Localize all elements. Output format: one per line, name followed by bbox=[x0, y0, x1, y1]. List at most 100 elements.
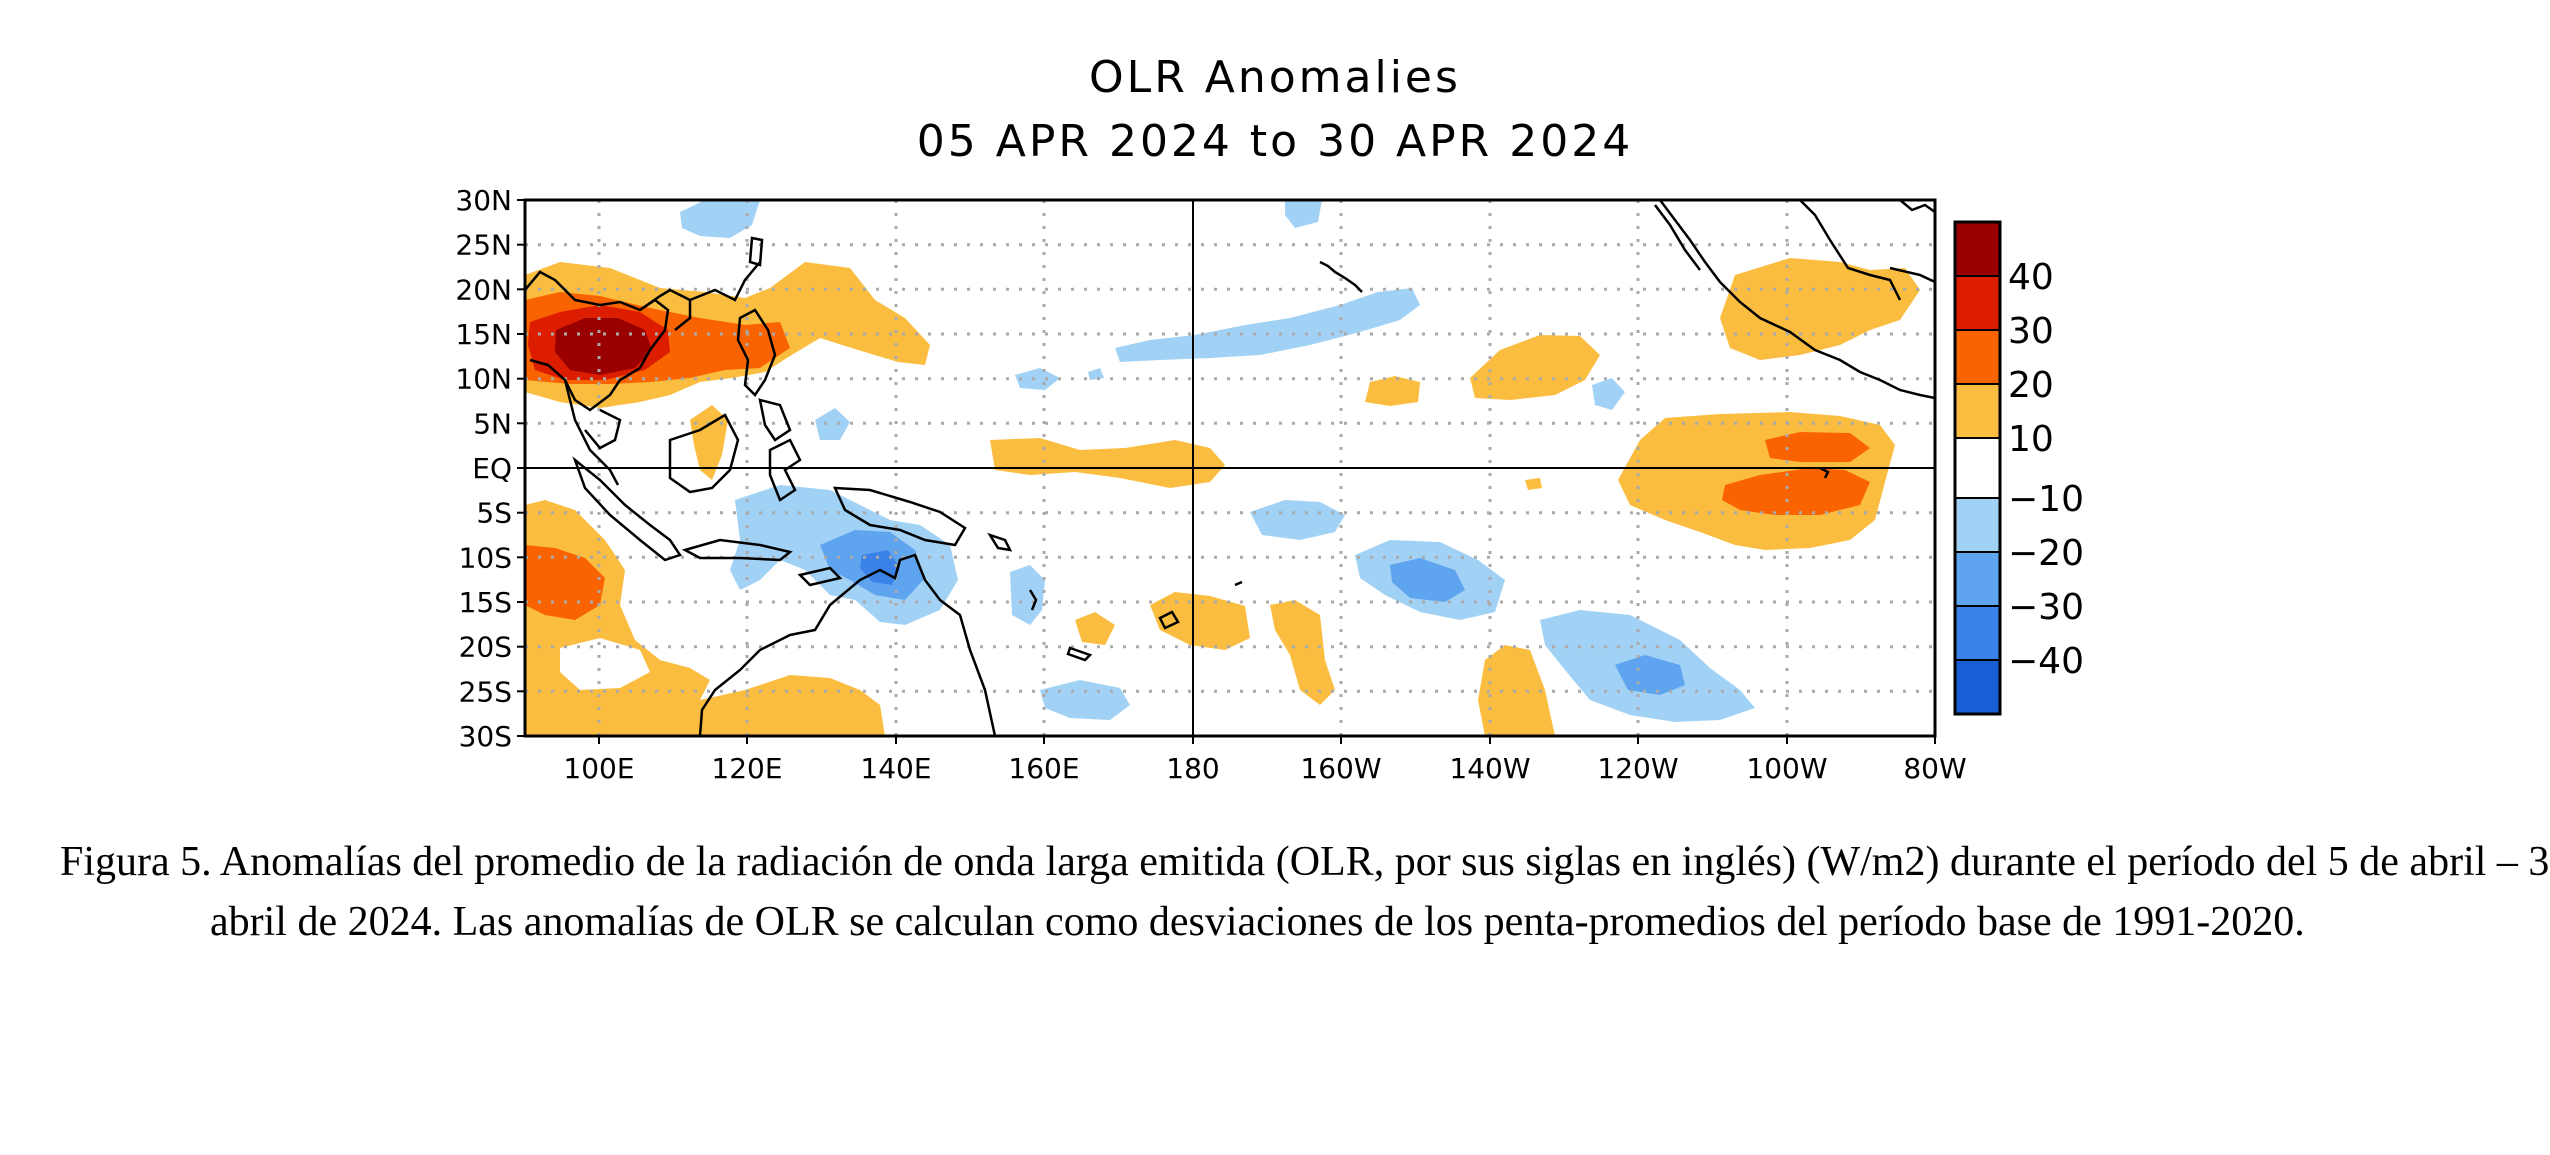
anomaly-neg10-7 bbox=[1250, 500, 1345, 540]
axis-tick-marks bbox=[517, 199, 1936, 744]
lon-label: 120E bbox=[711, 752, 782, 780]
anomaly-neg10-1 bbox=[1015, 368, 1060, 390]
anomaly-pos10-south-china-sea bbox=[690, 405, 728, 480]
colorbar: 40 30 20 10 −10 −20 −30 −40 bbox=[1953, 220, 2084, 716]
lat-label: 15N bbox=[455, 318, 512, 351]
lon-label: 160E bbox=[1008, 752, 1079, 780]
anomaly-pos10-1 bbox=[1365, 376, 1420, 406]
lat-label: 20S bbox=[459, 631, 512, 664]
colorbar-swatch-neutral bbox=[1955, 438, 2000, 498]
anomaly-neg10-3 bbox=[815, 408, 850, 440]
anomaly-neg10-5 bbox=[1010, 565, 1045, 625]
lon-label: 140E bbox=[860, 752, 931, 780]
lon-label: 120W bbox=[1597, 752, 1678, 780]
coastline-timor bbox=[797, 566, 843, 587]
coastline-baja bbox=[1654, 204, 1701, 271]
lat-label: 5N bbox=[473, 407, 512, 440]
lon-label: 100W bbox=[1746, 752, 1827, 780]
lat-label: 25N bbox=[455, 229, 512, 262]
coastline-philippines bbox=[736, 308, 777, 397]
anomaly-pos10-indian-ocean-hole bbox=[560, 638, 650, 690]
gridlines bbox=[525, 200, 1935, 736]
lon-label: 80W bbox=[1903, 752, 1966, 780]
olr-anomaly-map: 30N 25N 20N 15N 10N 5N EQ 5S 10S 15S 20S… bbox=[455, 184, 2084, 780]
colorbar-label: −20 bbox=[2008, 533, 2084, 574]
coastline-malay-peninsula bbox=[563, 379, 620, 486]
coastline-borneo bbox=[668, 413, 740, 494]
colorbar-label: 30 bbox=[2008, 311, 2054, 352]
colorbar-label: −40 bbox=[2008, 641, 2084, 682]
figure-caption: Figura 5. Anomalías del promedio de la r… bbox=[60, 839, 2550, 945]
coastline-china-south bbox=[639, 288, 692, 331]
colorbar-label: 40 bbox=[2008, 257, 2054, 298]
anomaly-neg10-north-philippines bbox=[680, 200, 760, 238]
anomaly-pos10-5 bbox=[1270, 600, 1335, 705]
coastline-sulawesi bbox=[768, 438, 802, 502]
coastline-taiwan bbox=[748, 236, 764, 267]
coastline-china-coast bbox=[689, 261, 761, 302]
lat-tick-labels: 30N 25N 20N 15N 10N 5N EQ 5S 10S 15S 20S… bbox=[455, 184, 512, 753]
anomaly-neg10-north-dateline bbox=[1285, 200, 1322, 228]
anomaly-pos10-eq-central bbox=[990, 438, 1225, 488]
coastline-vanuatu bbox=[1028, 589, 1038, 611]
lon-label: 160W bbox=[1300, 752, 1381, 780]
coastline-mexico-east bbox=[1799, 200, 1902, 301]
lat-label: 5S bbox=[476, 497, 512, 530]
colorbar-label: 10 bbox=[2008, 419, 2054, 460]
lon-label: 180 bbox=[1166, 752, 1219, 780]
anomaly-neg20-1 bbox=[1390, 558, 1465, 602]
colorbar-swatch-neg40 bbox=[1955, 660, 2000, 714]
anomaly-neg10-6 bbox=[1040, 680, 1130, 720]
lat-label: 20N bbox=[455, 273, 512, 306]
anomaly-pos20-east-pacific-2 bbox=[1722, 468, 1870, 515]
colorbar-label: 20 bbox=[2008, 365, 2054, 406]
anomaly-neg10-north-pacific bbox=[1115, 288, 1420, 362]
colorbar-swatch-neg10 bbox=[1955, 498, 2000, 552]
lat-label: 25S bbox=[459, 675, 512, 708]
anomaly-neg20-2 bbox=[1615, 655, 1685, 695]
anomaly-pos10-2 bbox=[1470, 335, 1600, 400]
anomaly-pos20-east-pacific-1 bbox=[1765, 432, 1870, 462]
map-title-line1: OLR Anomalies bbox=[1089, 52, 1461, 103]
anomaly-pos10-3 bbox=[1075, 612, 1115, 645]
anomaly-pos20-indian-ocean bbox=[525, 545, 605, 620]
colorbar-label: −30 bbox=[2008, 587, 2084, 628]
lat-label: 30N bbox=[455, 184, 512, 217]
colorbar-swatch-neg30 bbox=[1955, 606, 2000, 660]
coastline-sumatra bbox=[572, 456, 682, 562]
coastline-solomon bbox=[987, 532, 1013, 552]
coastline-galapagos bbox=[1819, 466, 1830, 479]
coastline-australia bbox=[698, 553, 997, 736]
coastline-gulf bbox=[1899, 200, 1935, 214]
coastline-asia bbox=[525, 270, 670, 412]
coastline-samoa bbox=[1234, 580, 1243, 587]
anomaly-fields bbox=[525, 200, 1920, 736]
colorbar-label: −10 bbox=[2008, 479, 2084, 520]
colorbar-swatch-pos20 bbox=[1955, 330, 2000, 384]
lat-label: 10S bbox=[459, 541, 512, 574]
colorbar-swatch-pos40 bbox=[1955, 222, 2000, 276]
anomaly-neg10-4 bbox=[1592, 378, 1625, 410]
colorbar-frame bbox=[1953, 220, 2002, 716]
map-title-line2: 05 APR 2024 to 30 APR 2024 bbox=[916, 116, 1634, 167]
anomaly-pos10-7 bbox=[1525, 478, 1542, 490]
lon-tick-labels: 100E 120E 140E 160E 180 160W 140W 120W 1… bbox=[563, 752, 1966, 780]
coastline-hawaii bbox=[1319, 260, 1363, 293]
colorbar-swatch-pos10 bbox=[1955, 384, 2000, 438]
anomaly-pos40-asia bbox=[555, 318, 652, 375]
anomaly-neg10-2 bbox=[1088, 368, 1104, 380]
coastline-indochina bbox=[584, 408, 622, 450]
coastline-north-america bbox=[1659, 200, 1935, 400]
coastline-java bbox=[681, 538, 793, 562]
coastline-philippines-south bbox=[758, 398, 792, 442]
colorbar-swatch-pos30 bbox=[1955, 276, 2000, 330]
colorbar-swatch-neg20 bbox=[1955, 552, 2000, 606]
coastline-new-caledonia bbox=[1066, 646, 1093, 662]
coastline-cuba bbox=[1889, 266, 1935, 284]
anomaly-pos10-6 bbox=[1478, 645, 1555, 736]
lat-label: 15S bbox=[459, 586, 512, 619]
lat-label: 10N bbox=[455, 363, 512, 396]
anomaly-pos10-central-america bbox=[1720, 258, 1920, 360]
lat-label: EQ bbox=[472, 452, 512, 485]
coastline-new-guinea bbox=[833, 486, 967, 547]
